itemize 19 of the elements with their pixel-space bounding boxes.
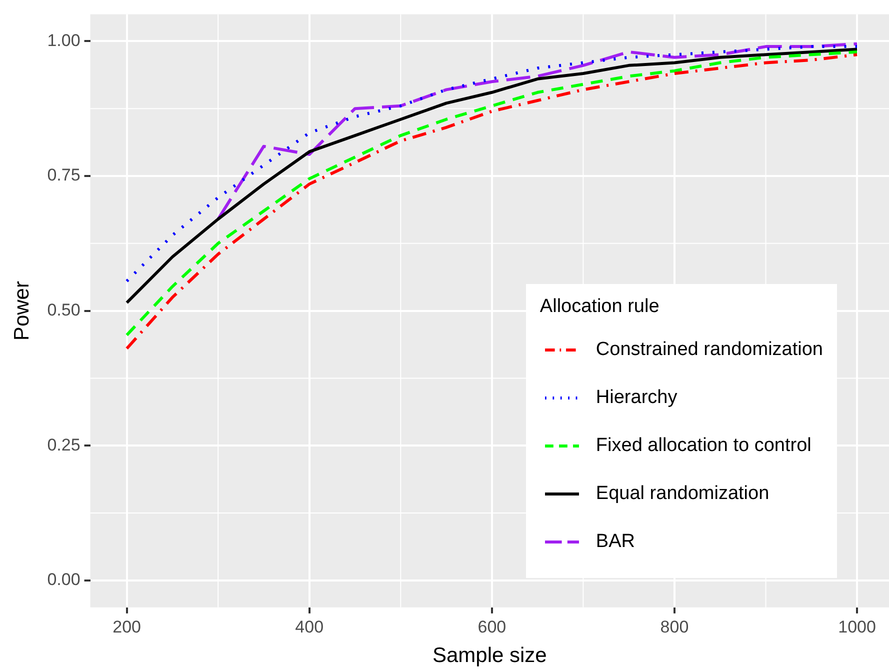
y-axis-title: Power xyxy=(10,281,34,341)
legend-title: Allocation rule xyxy=(540,296,660,318)
x-axis-title: Sample size xyxy=(432,644,547,668)
legend-label: Equal randomization xyxy=(596,483,770,505)
legend-label: Hierarchy xyxy=(596,387,678,409)
line-series xyxy=(216,42,859,221)
x-tick-label: 800 xyxy=(660,617,689,636)
legend-label: Constrained randomization xyxy=(596,339,823,361)
y-tick-label: 0.50 xyxy=(47,300,80,320)
legend-label: Fixed allocation to control xyxy=(596,435,812,457)
x-tick-label: 600 xyxy=(478,617,506,636)
x-tick-label: 1000 xyxy=(838,617,876,636)
y-tick-label: 0.75 xyxy=(47,166,80,185)
x-tick-label: 200 xyxy=(112,617,141,636)
y-tick-label: 0.00 xyxy=(47,570,80,590)
legend-label: BAR xyxy=(596,531,635,553)
x-tick-label: 400 xyxy=(295,617,324,636)
y-tick-label: 1.00 xyxy=(47,30,80,50)
y-tick-label: 0.25 xyxy=(47,435,80,454)
